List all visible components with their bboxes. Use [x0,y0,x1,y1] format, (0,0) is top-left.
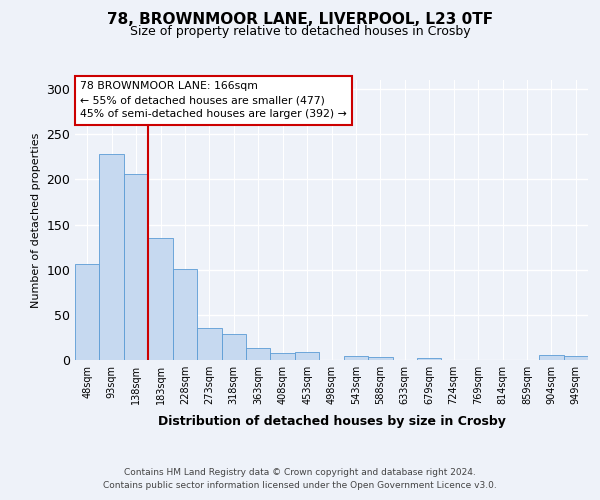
Text: Size of property relative to detached houses in Crosby: Size of property relative to detached ho… [130,25,470,38]
Bar [368,358,392,360]
Text: 78 BROWNMOOR LANE: 166sqm
← 55% of detached houses are smaller (477)
45% of semi: 78 BROWNMOOR LANE: 166sqm ← 55% of detac… [80,82,347,120]
Bar [124,174,148,360]
Text: Contains HM Land Registry data © Crown copyright and database right 2024.: Contains HM Land Registry data © Crown c… [124,468,476,477]
X-axis label: Distribution of detached houses by size in Crosby: Distribution of detached houses by size … [158,416,505,428]
Bar [563,356,588,360]
Text: 78, BROWNMOOR LANE, LIVERPOOL, L23 0TF: 78, BROWNMOOR LANE, LIVERPOOL, L23 0TF [107,12,493,28]
Bar [344,356,368,360]
Bar [197,328,221,360]
Bar [417,358,442,360]
Bar [221,334,246,360]
Bar [295,352,319,360]
Bar [100,154,124,360]
Text: Contains public sector information licensed under the Open Government Licence v3: Contains public sector information licen… [103,482,497,490]
Bar [148,238,173,360]
Bar [173,269,197,360]
Bar [246,348,271,360]
Bar [539,356,563,360]
Bar [75,264,100,360]
Bar [271,353,295,360]
Y-axis label: Number of detached properties: Number of detached properties [31,132,41,308]
